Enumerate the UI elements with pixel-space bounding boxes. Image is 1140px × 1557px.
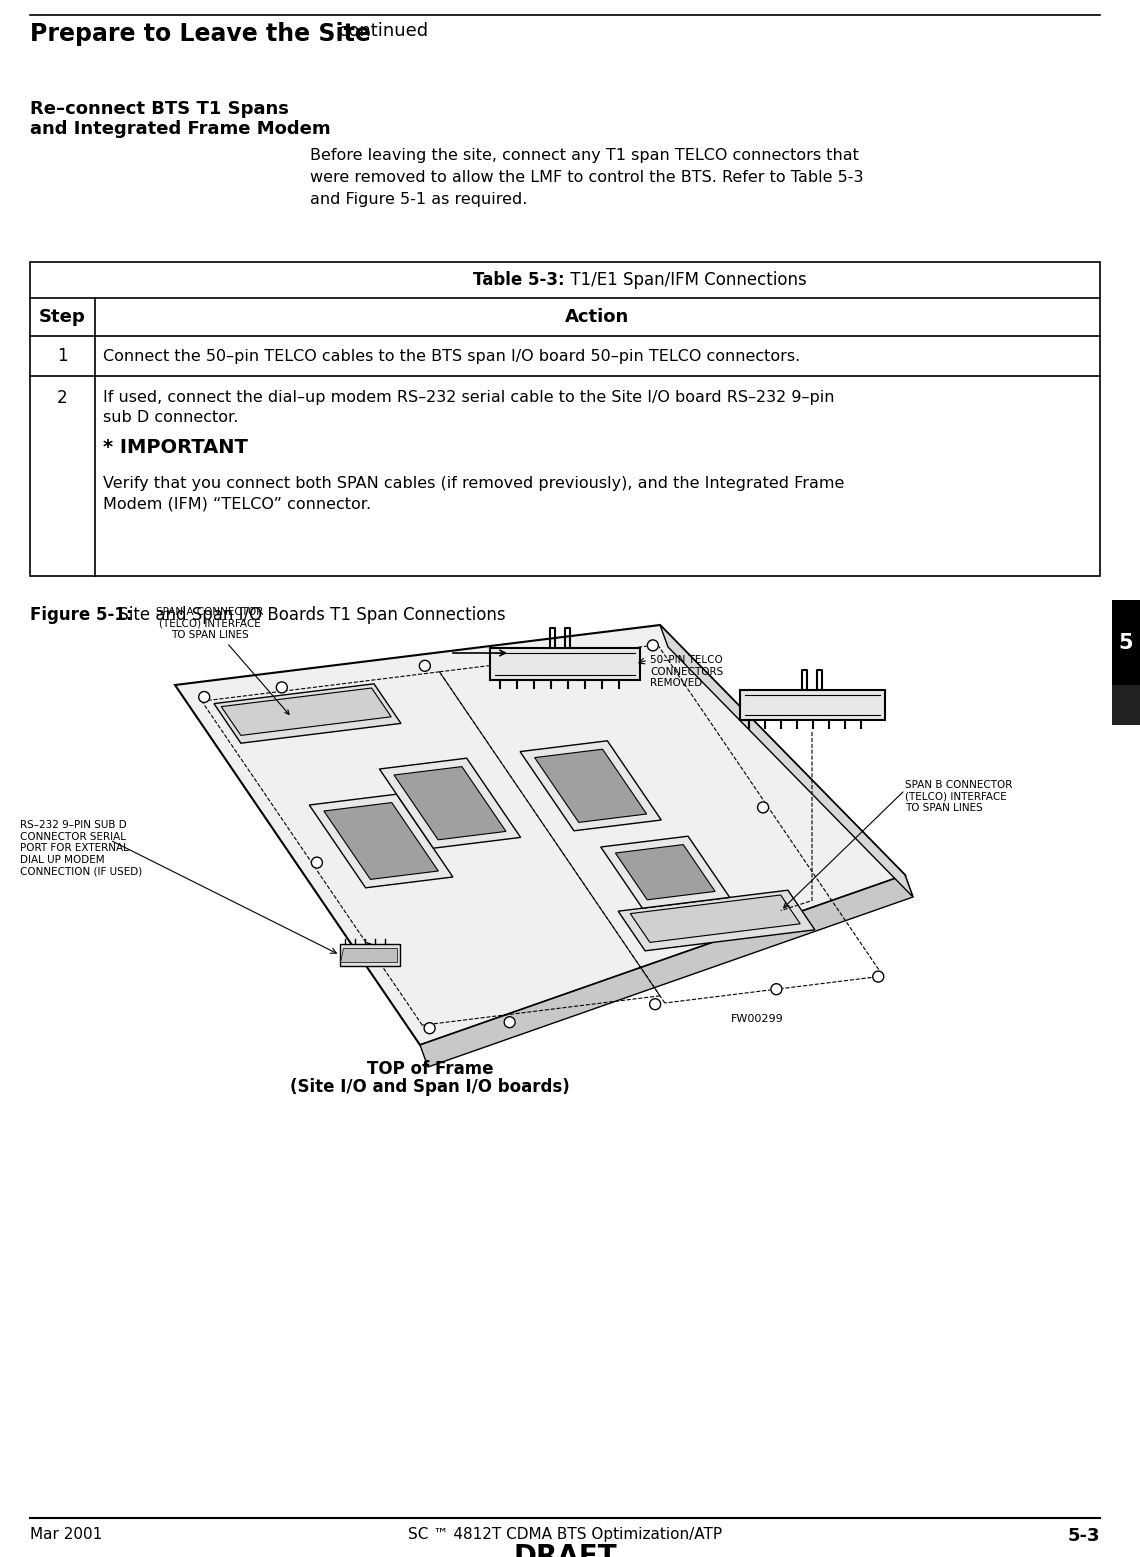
Bar — [1112, 685, 1140, 726]
Circle shape — [758, 802, 768, 813]
Polygon shape — [380, 758, 521, 849]
Polygon shape — [176, 624, 905, 1045]
Polygon shape — [740, 690, 885, 719]
Text: 5: 5 — [1118, 632, 1133, 652]
Text: sub D connector.: sub D connector. — [103, 409, 238, 425]
Polygon shape — [535, 749, 646, 822]
Circle shape — [420, 660, 431, 671]
Text: and Integrated Frame Modem: and Integrated Frame Modem — [30, 120, 331, 139]
Polygon shape — [221, 688, 391, 735]
Text: RS–232 9–PIN SUB D
CONNECTOR SERIAL
PORT FOR EXTERNAL
DIAL UP MODEM
CONNECTION (: RS–232 9–PIN SUB D CONNECTOR SERIAL PORT… — [21, 821, 142, 877]
Text: (Site I/O and Span I/O boards): (Site I/O and Span I/O boards) — [290, 1077, 570, 1096]
Text: Step: Step — [39, 308, 86, 325]
Text: DRAFT: DRAFT — [513, 1543, 617, 1557]
Text: T1/E1 Span/IFM Connections: T1/E1 Span/IFM Connections — [565, 271, 807, 290]
Polygon shape — [324, 802, 438, 880]
Text: SPAN A CONNECTOR
(TELCO) INTERFACE
TO SPAN LINES: SPAN A CONNECTOR (TELCO) INTERFACE TO SP… — [156, 607, 290, 715]
Circle shape — [648, 640, 658, 651]
Text: SC ™ 4812T CDMA BTS Optimization/ATP: SC ™ 4812T CDMA BTS Optimization/ATP — [408, 1527, 722, 1541]
Text: Re–connect BTS T1 Spans: Re–connect BTS T1 Spans — [30, 100, 288, 118]
Polygon shape — [520, 741, 661, 831]
Text: Site and Span I/O Boards T1 Span Connections: Site and Span I/O Boards T1 Span Connect… — [113, 606, 506, 624]
Polygon shape — [601, 836, 730, 908]
Text: FW00299: FW00299 — [731, 1015, 783, 1025]
Circle shape — [650, 998, 661, 1009]
Text: Connect the 50–pin TELCO cables to the BTS span I/O board 50–pin TELCO connector: Connect the 50–pin TELCO cables to the B… — [103, 349, 800, 363]
Text: 2: 2 — [57, 389, 67, 406]
Circle shape — [873, 972, 884, 982]
Text: Table 5-3:: Table 5-3: — [473, 271, 565, 290]
Circle shape — [198, 691, 210, 702]
Text: TOP of Frame: TOP of Frame — [367, 1060, 494, 1077]
Polygon shape — [630, 895, 800, 942]
Circle shape — [311, 856, 323, 869]
Text: Before leaving the site, connect any T1 span TELCO connectors that: Before leaving the site, connect any T1 … — [310, 148, 858, 163]
Circle shape — [543, 649, 554, 660]
Text: – continued: – continued — [318, 22, 429, 40]
Polygon shape — [420, 875, 913, 1067]
Polygon shape — [660, 624, 913, 897]
Text: Figure 5-1:: Figure 5-1: — [30, 606, 132, 624]
Text: If used, connect the dial–up modem RS–232 serial cable to the Site I/O board RS–: If used, connect the dial–up modem RS–23… — [103, 389, 834, 405]
Polygon shape — [616, 844, 715, 900]
Text: Modem (IFM) “TELCO” connector.: Modem (IFM) “TELCO” connector. — [103, 497, 372, 511]
Circle shape — [771, 984, 782, 995]
Polygon shape — [214, 684, 401, 743]
Polygon shape — [618, 891, 815, 951]
Text: Mar 2001: Mar 2001 — [30, 1527, 103, 1541]
Text: Verify that you connect both SPAN cables (if removed previously), and the Integr: Verify that you connect both SPAN cables… — [103, 476, 845, 490]
Text: 1: 1 — [57, 347, 67, 364]
Text: 5-3: 5-3 — [1067, 1527, 1100, 1545]
Text: Action: Action — [565, 308, 629, 325]
Circle shape — [424, 1023, 435, 1034]
Polygon shape — [340, 948, 397, 962]
Text: Prepare to Leave the Site: Prepare to Leave the Site — [30, 22, 370, 47]
Text: were removed to allow the LMF to control the BTS. Refer to Table 5-3: were removed to allow the LMF to control… — [310, 170, 863, 185]
Polygon shape — [394, 766, 506, 839]
Polygon shape — [340, 944, 400, 965]
Text: SPAN B CONNECTOR
(TELCO) INTERFACE
TO SPAN LINES: SPAN B CONNECTOR (TELCO) INTERFACE TO SP… — [905, 780, 1012, 813]
Polygon shape — [490, 648, 640, 680]
Text: 50–PIN TELCO
CONNECTORS
REMOVED: 50–PIN TELCO CONNECTORS REMOVED — [650, 655, 723, 688]
Circle shape — [276, 682, 287, 693]
Text: * IMPORTANT: * IMPORTANT — [103, 438, 247, 458]
Text: and Figure 5-1 as required.: and Figure 5-1 as required. — [310, 192, 528, 207]
Bar — [1112, 599, 1140, 685]
Polygon shape — [309, 794, 453, 887]
Bar — [30, 262, 1100, 576]
Circle shape — [504, 1017, 515, 1028]
